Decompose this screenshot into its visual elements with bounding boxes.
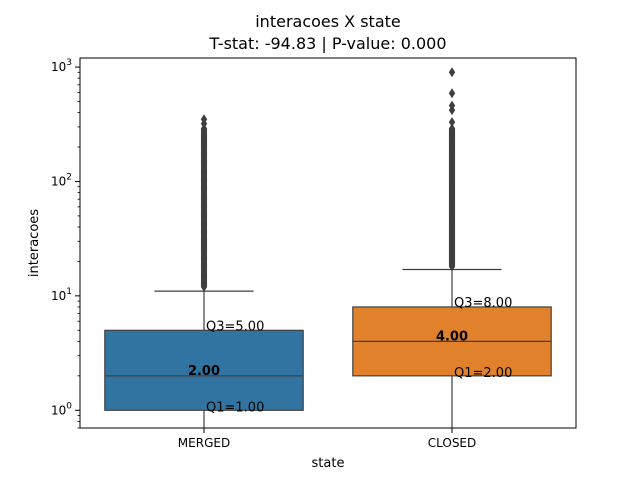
outlier-point	[448, 88, 456, 99]
y-tick-label: 103	[51, 58, 72, 74]
median-label: 2.00	[188, 364, 220, 379]
y-tick-base: 10	[51, 289, 66, 303]
y-tick-label: 102	[51, 172, 72, 188]
q1-label: Q1=2.00	[454, 366, 512, 381]
q3-label: Q3=5.00	[206, 319, 264, 334]
q1-label: Q1=1.00	[206, 400, 264, 415]
x-axis-label: state	[312, 456, 345, 471]
outlier-point	[448, 100, 456, 111]
y-tick-label: 101	[51, 287, 72, 303]
y-tick-exponent: 1	[66, 287, 72, 297]
median-label: 4.00	[436, 329, 468, 344]
outlier-point	[448, 123, 456, 134]
y-tick-exponent: 3	[66, 58, 72, 68]
x-tick-label: CLOSED	[428, 436, 477, 450]
outlier-point	[448, 117, 456, 128]
plot-layer: 2.00 Q3=5.00 Q1=1.00 4.00 Q3=8.00 Q1=2.00	[104, 67, 552, 428]
y-tick-exponent: 2	[66, 172, 72, 182]
outlier-point	[200, 114, 208, 125]
y-tick-base: 10	[51, 403, 66, 417]
box-merged	[104, 329, 304, 411]
y-tick-exponent: 0	[66, 401, 72, 411]
y-tick-base: 10	[51, 60, 66, 74]
x-tick-label: MERGED	[178, 436, 230, 450]
y-tick-base: 10	[51, 174, 66, 188]
y-axis-label: interacoes	[27, 209, 42, 277]
chart-title: interacoes X state	[255, 12, 401, 31]
chart-subtitle: T-stat: -94.83 | P-value: 0.000	[208, 34, 446, 53]
y-tick-label: 100	[51, 401, 72, 417]
outlier-point	[448, 67, 456, 78]
q3-label: Q3=8.00	[454, 296, 512, 311]
